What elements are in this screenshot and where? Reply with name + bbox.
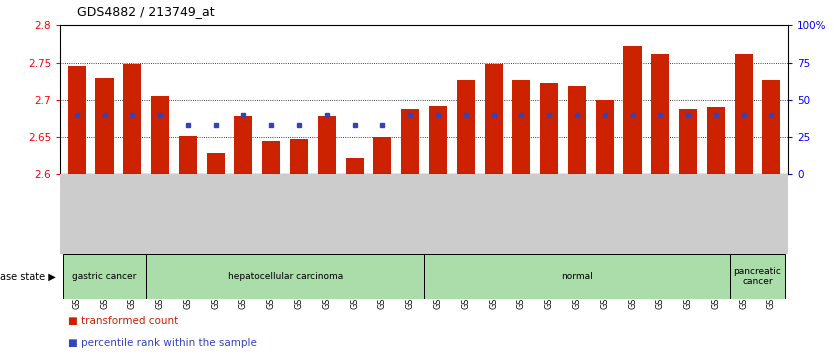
- Bar: [151, 96, 169, 174]
- Bar: [63, 254, 146, 299]
- Bar: [707, 107, 725, 174]
- Bar: [318, 116, 336, 174]
- Bar: [207, 154, 224, 174]
- Bar: [123, 64, 141, 174]
- Bar: [568, 86, 586, 174]
- Bar: [679, 109, 697, 174]
- Text: gastric cancer: gastric cancer: [73, 272, 137, 281]
- Bar: [262, 141, 280, 174]
- Text: pancreatic
cancer: pancreatic cancer: [734, 267, 781, 286]
- Bar: [540, 83, 558, 174]
- Bar: [485, 64, 503, 174]
- Bar: [512, 81, 530, 174]
- Bar: [595, 100, 614, 174]
- Bar: [146, 254, 424, 299]
- Bar: [374, 137, 391, 174]
- Text: hepatocellular carcinoma: hepatocellular carcinoma: [228, 272, 343, 281]
- Bar: [651, 54, 670, 174]
- Bar: [345, 158, 364, 174]
- Bar: [762, 81, 781, 174]
- Bar: [424, 254, 730, 299]
- Bar: [290, 139, 308, 174]
- Bar: [457, 81, 475, 174]
- Bar: [735, 54, 753, 174]
- Bar: [624, 45, 641, 174]
- Bar: [234, 116, 253, 174]
- Bar: [730, 254, 786, 299]
- Bar: [95, 78, 113, 174]
- Text: GDS4882 / 213749_at: GDS4882 / 213749_at: [77, 5, 214, 19]
- Bar: [401, 109, 420, 174]
- Bar: [429, 106, 447, 174]
- Bar: [68, 66, 86, 174]
- Text: ■ percentile rank within the sample: ■ percentile rank within the sample: [68, 338, 257, 348]
- Text: ■ transformed count: ■ transformed count: [68, 316, 178, 326]
- Bar: [178, 135, 197, 174]
- Text: normal: normal: [561, 272, 593, 281]
- Text: disease state ▶: disease state ▶: [0, 272, 56, 282]
